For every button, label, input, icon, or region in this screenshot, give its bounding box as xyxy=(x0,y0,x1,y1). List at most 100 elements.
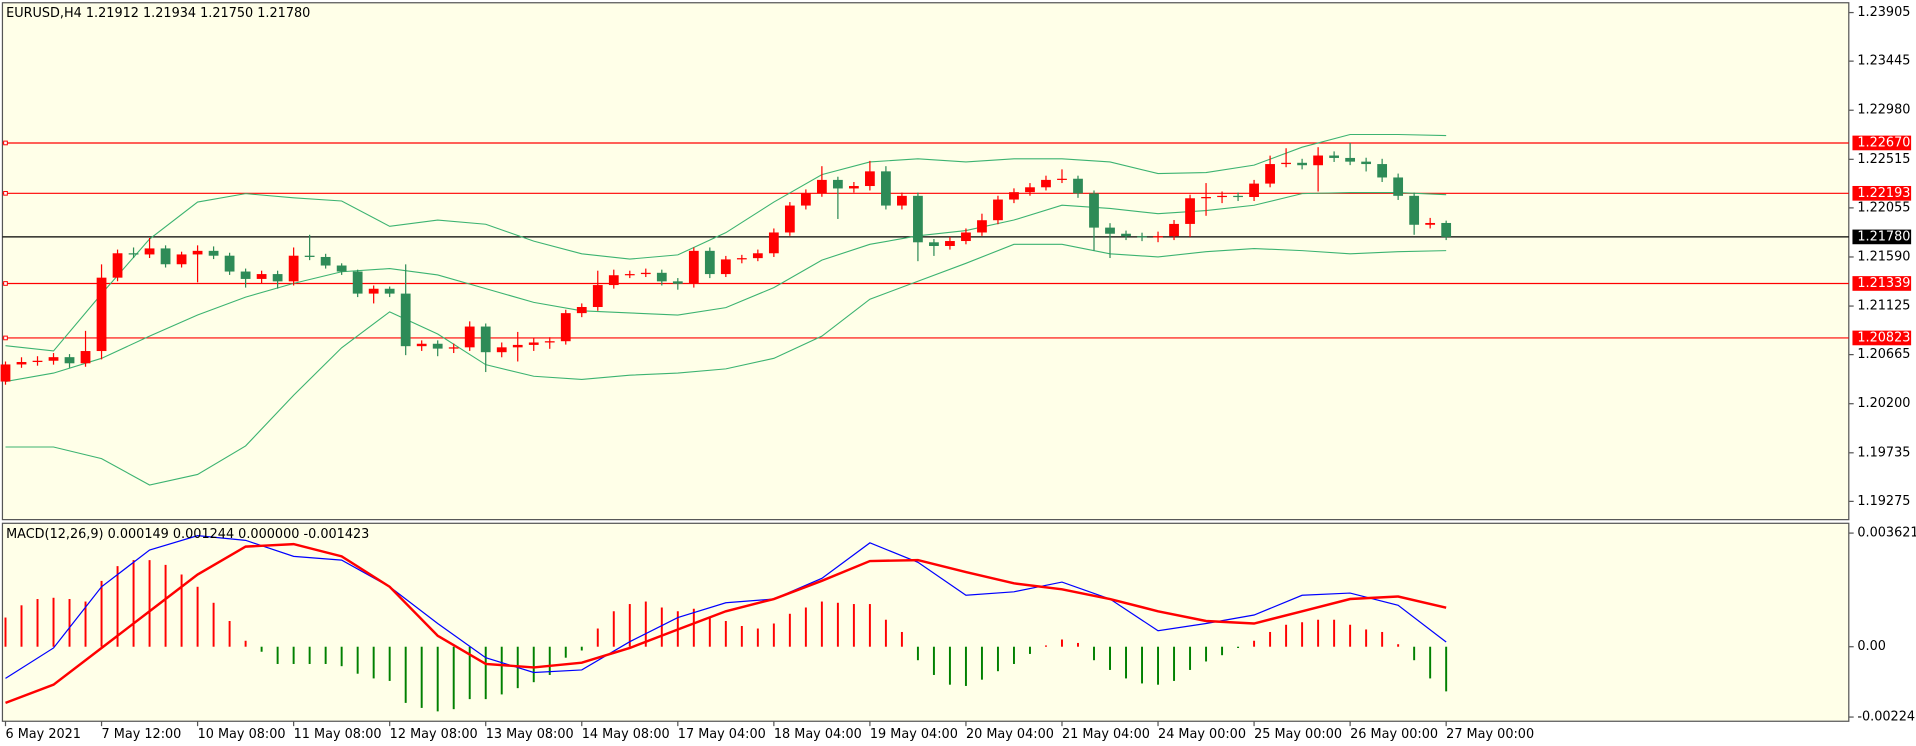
candle-body xyxy=(1409,195,1420,225)
candle-body xyxy=(961,232,971,242)
candle-body xyxy=(416,343,427,347)
candle-body xyxy=(32,360,43,363)
candle-body xyxy=(272,274,283,282)
candle-body xyxy=(480,326,491,353)
candle-body xyxy=(977,220,987,233)
level-anchor xyxy=(3,140,8,146)
x-tick-label: 24 May 00:00 xyxy=(1158,727,1246,742)
current-price-box xyxy=(1852,229,1912,245)
candle-body xyxy=(624,274,635,276)
level-anchor xyxy=(3,335,8,341)
x-tick-label: 20 May 04:00 xyxy=(966,727,1054,742)
candle-body xyxy=(1201,197,1211,199)
x-tick-label: 25 May 00:00 xyxy=(1254,727,1342,742)
candle-body xyxy=(160,248,171,265)
candle-body xyxy=(1329,155,1340,158)
candle-body xyxy=(544,341,555,343)
candle-body xyxy=(1185,198,1195,224)
candle-body xyxy=(256,274,267,279)
macd-signal-line xyxy=(5,542,1447,705)
candle-body xyxy=(929,242,939,246)
candle-body xyxy=(608,275,619,286)
candle-body xyxy=(1041,179,1051,188)
candle-body xyxy=(368,288,379,294)
candle-body xyxy=(304,255,315,257)
candle-body xyxy=(528,342,539,345)
candle-body xyxy=(672,281,683,284)
candle-body xyxy=(993,199,1003,221)
candle-body xyxy=(208,250,219,256)
candle-body xyxy=(1393,177,1404,196)
candle-body xyxy=(865,171,875,187)
y-tick-label: 1.23445 xyxy=(1857,54,1910,69)
candle-body xyxy=(128,253,139,255)
macd-title: MACD(12,26,9) 0.000149 0.001244 0.000000… xyxy=(6,527,369,542)
candle-body xyxy=(48,357,59,361)
candle-body xyxy=(640,272,651,275)
candle-body xyxy=(1281,162,1291,165)
candle-body xyxy=(1169,223,1179,237)
candle-body xyxy=(1233,195,1243,198)
candle-body xyxy=(576,307,587,314)
candle-body xyxy=(1345,157,1356,162)
y-tick-label: 1.19275 xyxy=(1857,494,1910,509)
candle-body xyxy=(832,179,843,189)
candle-body xyxy=(1377,164,1388,178)
candle-body xyxy=(1073,178,1083,194)
candle-body xyxy=(288,255,299,282)
candle-body xyxy=(224,255,235,272)
x-tick-label: 13 May 08:00 xyxy=(486,727,574,742)
candle-body xyxy=(849,186,859,189)
x-tick-label: 10 May 08:00 xyxy=(198,727,286,742)
candle-body xyxy=(512,344,523,348)
level-box xyxy=(1852,185,1912,201)
candle-body xyxy=(400,293,411,347)
x-tick-label: 6 May 2021 xyxy=(5,727,80,742)
y-tick-label: 0.003621 xyxy=(1857,526,1916,541)
candle-body xyxy=(1361,161,1372,165)
candle-body xyxy=(1105,227,1115,234)
chart-layer: 1.23905 1.23445 1.22980 1.22515 1.22055 1.215… xyxy=(0,5,1916,742)
candle-body xyxy=(560,313,571,342)
candle-body xyxy=(464,326,475,348)
candle-body xyxy=(656,272,667,282)
candle-body xyxy=(881,171,891,206)
candle-body xyxy=(144,248,155,255)
chart-title: EURUSD,H4 1.21912 1.21934 1.21750 1.2178… xyxy=(6,6,310,21)
candle-body xyxy=(1425,222,1436,225)
x-tick-label: 11 May 08:00 xyxy=(294,727,382,742)
candle-body xyxy=(496,347,507,353)
y-tick-label: 1.22980 xyxy=(1857,103,1910,118)
y-tick-label: -0.002241 xyxy=(1857,710,1916,725)
band-upper xyxy=(5,133,1447,352)
candle-body xyxy=(1297,162,1307,166)
candle-body xyxy=(945,241,955,246)
x-tick-label: 14 May 08:00 xyxy=(582,727,670,742)
candle-body xyxy=(736,258,747,260)
candle-body xyxy=(752,253,763,259)
level-label: 1.22670 xyxy=(1857,135,1910,150)
candle-body xyxy=(1089,193,1099,228)
candle-body xyxy=(1057,178,1067,180)
candle-body xyxy=(96,277,107,352)
candle-body xyxy=(192,250,203,255)
candle-body xyxy=(432,343,443,349)
x-tick-label: 17 May 04:00 xyxy=(678,727,766,742)
x-tick-label: 12 May 08:00 xyxy=(390,727,478,742)
candle-body xyxy=(240,271,251,279)
current-price-label: 1.21780 xyxy=(1857,229,1910,244)
candle-body xyxy=(913,195,923,243)
candle-body xyxy=(592,285,603,308)
x-tick-label: 18 May 04:00 xyxy=(774,727,862,742)
band-lower xyxy=(5,243,1447,486)
candle-body xyxy=(1265,164,1275,184)
candle-body xyxy=(688,250,699,284)
candle-body xyxy=(176,254,187,265)
candle-body xyxy=(1025,187,1035,193)
y-tick-label: 1.21125 xyxy=(1857,299,1910,314)
level-box xyxy=(1852,330,1912,346)
x-tick-label: 26 May 00:00 xyxy=(1350,727,1438,742)
level-anchor xyxy=(3,281,8,286)
y-tick-label: 1.19735 xyxy=(1857,445,1910,460)
